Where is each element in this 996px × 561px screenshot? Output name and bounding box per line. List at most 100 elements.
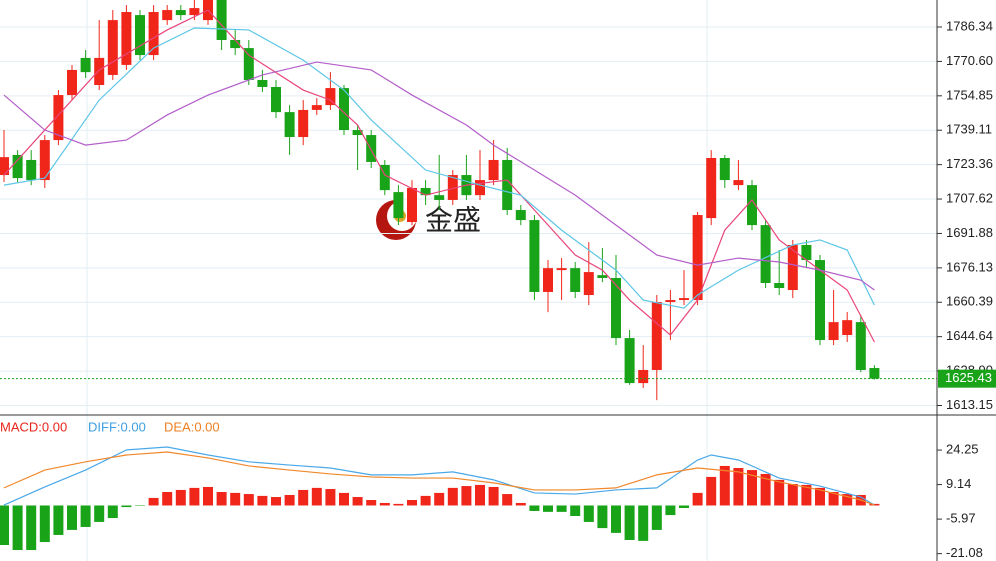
macd-bar	[597, 505, 608, 529]
candle-body	[94, 57, 105, 86]
macd-bar	[434, 492, 445, 506]
macd-bar	[257, 495, 268, 506]
macd-bar	[611, 505, 621, 533]
candle-body	[447, 175, 458, 200]
macd-bar	[651, 505, 662, 530]
macd-bar	[325, 489, 336, 506]
macd-bar	[502, 494, 513, 506]
macd-bar	[121, 505, 132, 508]
macd-bar	[447, 487, 458, 506]
macd-bar	[366, 499, 377, 506]
macd-bar	[12, 505, 23, 551]
candle-body	[651, 302, 662, 370]
candle-body	[243, 48, 254, 80]
macd-bar	[706, 476, 717, 506]
macd-bar	[94, 505, 105, 522]
candle-body	[747, 185, 757, 226]
candle-body	[733, 180, 744, 186]
macd-bar	[80, 505, 91, 527]
macd-bar	[216, 491, 227, 506]
candle-body	[529, 220, 540, 292]
candle-body	[352, 130, 363, 136]
macd-bar	[107, 505, 118, 519]
candle-body	[556, 268, 567, 271]
y-tick-label: 1644.64	[946, 328, 993, 343]
y-tick-label: 24.25	[946, 442, 979, 457]
indicator-line	[3, 451, 875, 506]
candle-body	[842, 320, 853, 336]
macd-bar	[665, 505, 676, 516]
candle-body	[80, 57, 91, 73]
candle-body	[407, 187, 417, 223]
candle-body	[624, 338, 635, 384]
candle-body	[583, 272, 594, 296]
macd-bar	[719, 465, 730, 506]
macd-bar	[842, 494, 853, 506]
macd-bar	[801, 484, 812, 506]
candle-body	[175, 10, 186, 16]
candle-body	[543, 268, 553, 292]
macd-bar	[787, 484, 798, 506]
candle-body	[121, 12, 132, 65]
candle-body	[298, 109, 309, 138]
macd-bar	[39, 505, 50, 543]
candle-body	[0, 157, 9, 176]
candle-body	[787, 244, 798, 290]
macd-bar	[379, 502, 390, 506]
candle-body	[393, 192, 404, 219]
candle-body	[815, 260, 825, 341]
y-tick-label: 9.14	[946, 476, 971, 491]
macd-bar	[420, 495, 431, 506]
candle-body	[692, 215, 703, 301]
y-tick-label: 1691.88	[946, 225, 993, 240]
candle-body	[611, 277, 621, 339]
candle-body	[311, 105, 322, 110]
candle-body	[12, 154, 23, 179]
candle-body	[434, 195, 445, 200]
candle-body	[148, 12, 159, 56]
macd-bar	[0, 505, 9, 546]
candle-body	[67, 69, 77, 96]
macd-bar	[203, 486, 213, 506]
macd-bar	[148, 497, 159, 506]
candle-body	[502, 159, 513, 211]
macd-bar	[271, 497, 281, 506]
candle-body	[679, 298, 689, 301]
candle-body	[366, 135, 377, 162]
y-tick-label: 1786.34	[946, 18, 993, 33]
candle-body	[325, 88, 336, 106]
candle-body	[570, 268, 581, 292]
macd-bar	[53, 505, 64, 535]
y-tick-label: 1770.60	[946, 53, 993, 68]
indicator-label: MACD:0.00	[0, 419, 67, 434]
macd-bar	[475, 484, 485, 506]
candle-body	[189, 8, 200, 16]
candle-body	[475, 180, 485, 196]
y-tick-label: 1660.39	[946, 294, 993, 309]
macd-bar	[407, 499, 417, 506]
y-tick-label: -21.08	[946, 545, 983, 560]
macd-bar	[638, 505, 649, 541]
macd-bar	[760, 473, 771, 506]
candle-body	[284, 112, 295, 138]
macd-bar	[556, 505, 567, 512]
indicator-label: DIFF:0.00	[88, 419, 146, 434]
candle-body	[801, 244, 812, 261]
indicator-line	[3, 61, 875, 291]
macd-bar	[774, 479, 785, 506]
macd-bar	[393, 503, 404, 506]
candle-body	[828, 322, 839, 341]
candle-body	[420, 187, 431, 196]
candle-body	[26, 159, 37, 181]
macd-bar	[311, 487, 322, 506]
watermark-text: 金盛	[425, 204, 481, 235]
macd-bar	[624, 505, 635, 540]
candle-body	[869, 368, 880, 379]
candle-body	[855, 322, 866, 370]
macd-bar	[339, 492, 349, 506]
candle-body	[339, 88, 349, 131]
candle-body	[271, 86, 281, 113]
macd-bar	[26, 505, 37, 551]
last-price-label: 1625.43	[945, 370, 992, 385]
